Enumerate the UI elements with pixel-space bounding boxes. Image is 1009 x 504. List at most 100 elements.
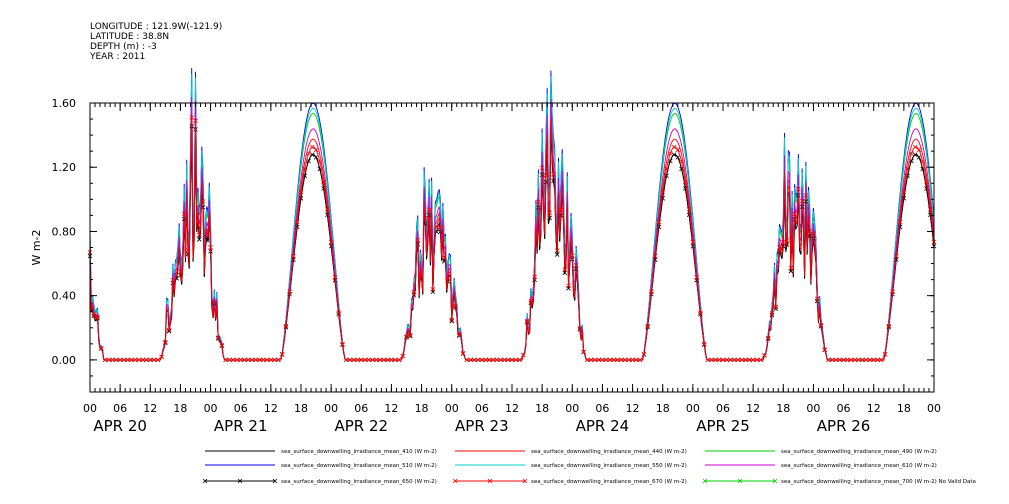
longitude-label: LONGITUDE : 121.9W(-121.9): [90, 22, 223, 32]
series-marker-7: [264, 357, 270, 363]
series-marker-7: [905, 166, 910, 172]
series-marker-7: [268, 357, 274, 363]
series-marker-7: [709, 357, 714, 363]
x-tick-label: 06: [716, 402, 730, 415]
series-marker-7: [773, 304, 779, 310]
series-marker-7: [370, 357, 375, 363]
y-axis-label: W m-2: [30, 229, 43, 265]
series-marker-7: [400, 353, 406, 359]
series-marker-7: [607, 357, 613, 363]
series-line-4: [89, 73, 935, 361]
series-marker-7: [705, 357, 711, 363]
series-marker-7: [645, 323, 650, 329]
series-marker-7: [814, 296, 820, 302]
latitude-label: LATITUDE : 38.8N: [90, 32, 170, 42]
x-tick-label: 06: [354, 402, 368, 415]
series-marker-7: [754, 357, 760, 363]
series-marker-7: [230, 357, 236, 363]
x-tick-label: 18: [776, 402, 790, 415]
series-marker-6: [325, 212, 330, 218]
series-marker-7: [897, 219, 903, 225]
series-marker-7: [837, 357, 843, 363]
series-marker-7: [121, 357, 127, 363]
series-marker-7: [664, 166, 669, 172]
series-marker-7: [415, 237, 421, 243]
legend: sea_surface_downwelling_irradiance_mean_…: [202, 449, 976, 485]
series-marker-7: [117, 357, 123, 363]
series-marker-7: [732, 357, 737, 363]
series-marker-7: [679, 159, 684, 165]
series-marker-6: [166, 328, 172, 334]
series-marker-7: [735, 357, 741, 363]
x-tick-label: 12: [867, 402, 881, 415]
series-marker-6: [773, 306, 779, 311]
series-marker-7: [803, 193, 809, 198]
series-marker-7: [464, 357, 470, 363]
series-marker-7: [570, 253, 575, 258]
series-marker-7: [686, 207, 692, 212]
depth-label: DEPTH (m) : -3: [90, 42, 157, 52]
series-marker-7: [148, 357, 153, 363]
series-marker-7: [136, 357, 142, 363]
series-marker-7: [404, 334, 409, 339]
series-marker-7: [362, 357, 368, 363]
series-marker-7: [196, 232, 202, 238]
series-marker-7: [909, 151, 914, 156]
series-marker-7: [626, 357, 632, 363]
series-marker-7: [856, 357, 861, 363]
series-marker-7: [886, 323, 892, 329]
x-tick-label: 18: [173, 402, 187, 415]
series-marker-7: [449, 317, 454, 322]
y-tick-label: 0.40: [52, 290, 77, 303]
series-marker-7: [110, 357, 115, 363]
series-marker-7: [91, 312, 97, 317]
series-marker-7: [456, 332, 462, 338]
series-marker-7: [603, 357, 609, 363]
series-marker-7: [200, 199, 206, 204]
series-marker-7: [381, 357, 387, 363]
legend-label: sea_surface_downwelling_irradiance_mean_…: [281, 479, 437, 485]
series-marker-7: [833, 357, 839, 363]
series-marker-7: [144, 357, 149, 363]
series-marker-7: [174, 272, 179, 278]
series-marker-6: [916, 155, 922, 160]
series-marker-7: [667, 151, 673, 156]
series-marker-7: [411, 290, 417, 295]
x-tick-label: 12: [746, 402, 760, 415]
legend-marker: [737, 478, 743, 484]
series-marker-7: [294, 219, 300, 225]
series-marker-7: [716, 357, 722, 363]
legend-marker: [452, 478, 458, 484]
x-tick-label: 00: [686, 402, 700, 415]
series-marker-7: [223, 357, 228, 363]
series-marker-7: [490, 357, 496, 363]
series-marker-7: [781, 239, 786, 245]
legend-label: sea_surface_downwelling_irradiance_mean_…: [531, 463, 687, 469]
series-marker-7: [215, 335, 221, 340]
series-marker-7: [366, 357, 372, 363]
legend-label: sea_surface_downwelling_irradiance_mean_…: [531, 449, 687, 455]
x-tick-label: 00: [204, 402, 218, 415]
series-marker-7: [419, 273, 424, 279]
series-marker-7: [468, 357, 473, 363]
series-marker-7: [355, 357, 360, 363]
legend-marker: [237, 478, 243, 484]
series-marker-6: [196, 237, 202, 242]
series-marker-7: [445, 276, 451, 281]
series-marker-7: [875, 357, 880, 363]
legend-label: sea_surface_downwelling_irradiance_mean_…: [281, 463, 437, 469]
series-marker-7: [641, 351, 647, 357]
series-marker-7: [788, 265, 794, 271]
series-marker-7: [758, 357, 763, 363]
series-marker-7: [536, 199, 541, 205]
series-marker-7: [253, 357, 259, 363]
legend-marker: [772, 478, 778, 484]
series-marker-7: [762, 352, 767, 358]
series-marker-7: [351, 357, 357, 363]
series-marker-7: [596, 357, 601, 363]
day-label: APR 22: [334, 417, 388, 435]
series-marker-7: [114, 357, 119, 363]
series-marker-7: [566, 283, 571, 288]
series-marker-7: [920, 159, 925, 165]
series-marker-7: [99, 345, 104, 351]
